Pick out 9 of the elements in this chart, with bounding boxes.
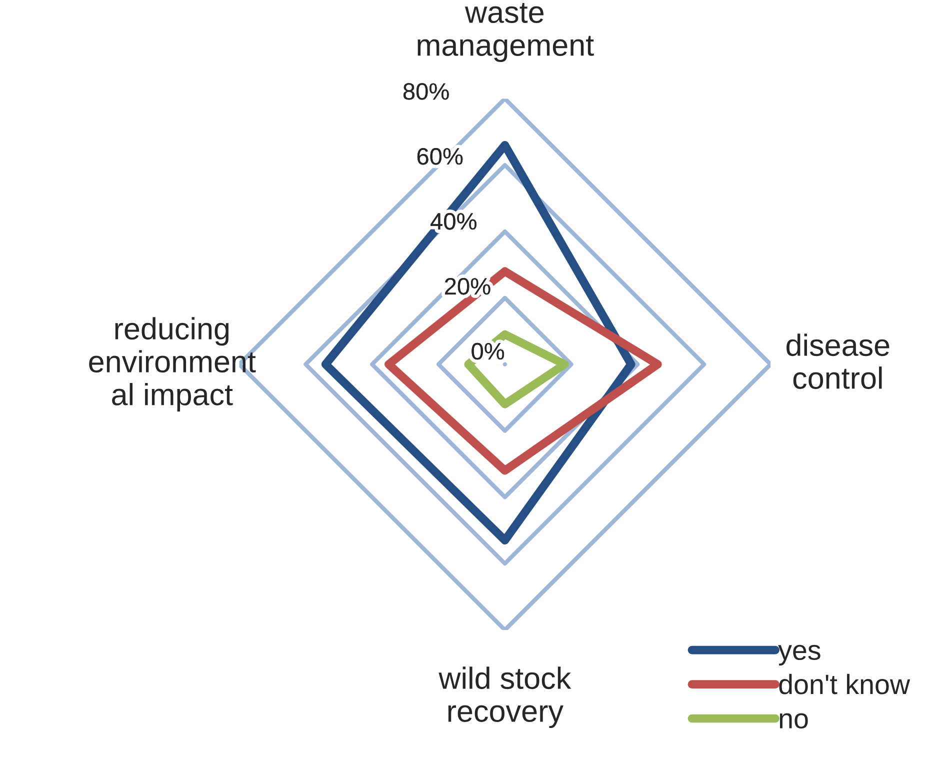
legend-label: don't know <box>779 674 910 694</box>
legend-label: yes <box>778 644 820 666</box>
spoke-label: wild stock recovery <box>438 666 572 728</box>
y-tick-label: 80% <box>403 83 449 100</box>
spoke-label: disease control <box>786 334 890 389</box>
spoke-label: waste management <box>418 3 594 62</box>
spoke-label: reducing environment al impact <box>89 317 256 412</box>
y-tick-label: 60% <box>417 148 463 165</box>
legend-label: no <box>780 713 808 729</box>
